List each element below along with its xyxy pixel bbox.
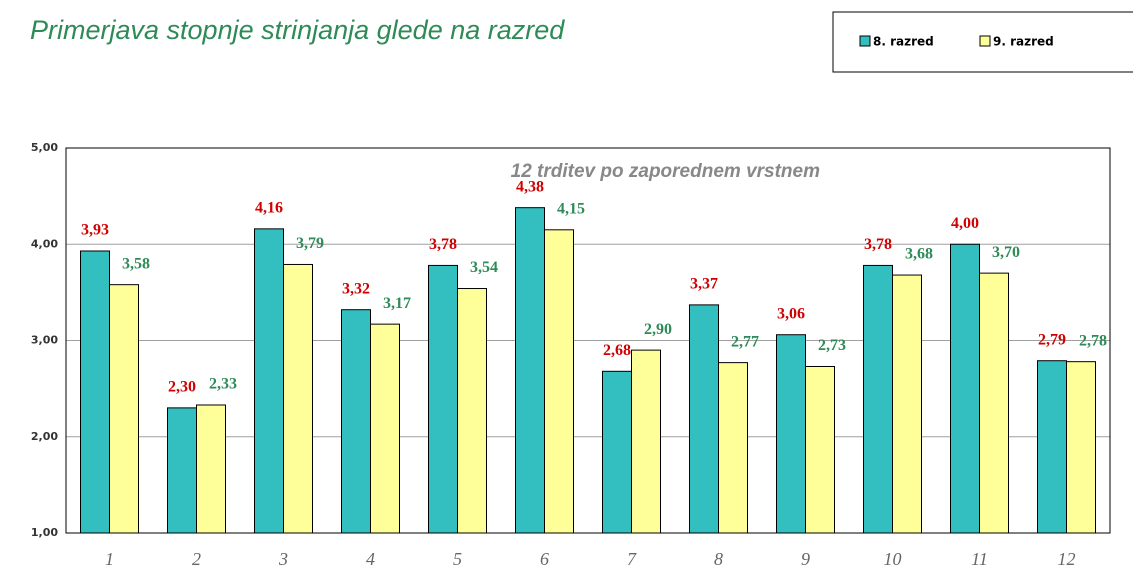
bar (1037, 360, 1067, 534)
y-tick-label: 1,00 (31, 526, 58, 539)
bar (863, 264, 893, 534)
plot-border (65, 147, 1111, 534)
value-label: 3,93 (81, 222, 109, 239)
x-tick-label: 5 (453, 549, 462, 569)
legend-swatch (979, 35, 991, 47)
legend-label: 8. razred (873, 35, 934, 49)
bar (602, 370, 632, 534)
x-tick-label: 4 (366, 549, 375, 569)
y-tick-label: 4,00 (31, 237, 58, 250)
value-label: 2,90 (644, 321, 672, 338)
bar (196, 404, 226, 534)
x-tick-label: 12 (1058, 549, 1076, 569)
x-tick-label: 11 (971, 549, 988, 569)
bar (805, 365, 835, 534)
legend-label: 9. razred (993, 35, 1054, 49)
bar (544, 229, 574, 534)
y-tick-label: 3,00 (31, 334, 58, 347)
value-label: 4,00 (951, 215, 979, 232)
bar (283, 263, 313, 534)
value-label: 2,73 (818, 337, 846, 354)
bar (950, 243, 980, 534)
value-label: 3,32 (342, 280, 370, 297)
value-label: 2,33 (209, 376, 237, 393)
y-tick-label: 2,00 (31, 430, 58, 443)
bar (428, 264, 458, 534)
value-label: 3,68 (905, 246, 933, 263)
bar (167, 407, 197, 534)
value-label: 3,70 (992, 244, 1020, 261)
value-label: 4,15 (557, 200, 585, 217)
x-tick-label: 7 (627, 549, 637, 569)
bar (689, 304, 719, 534)
x-tick-label: 2 (192, 549, 201, 569)
bar (515, 207, 545, 534)
bar (718, 362, 748, 534)
bar (892, 274, 922, 534)
x-tick-label: 3 (278, 549, 288, 569)
y-tick-label: 5,00 (31, 141, 58, 154)
x-tick-label: 8 (714, 549, 723, 569)
value-label: 3,79 (296, 235, 324, 252)
value-label: 3,17 (383, 295, 411, 312)
bar (776, 334, 806, 534)
value-label: 2,78 (1079, 332, 1107, 349)
value-label: 2,68 (603, 342, 631, 359)
bar (1066, 361, 1096, 534)
bar (370, 323, 400, 534)
chart-title: Primerjava stopnje strinjanja glede na r… (30, 15, 565, 45)
value-label: 3,06 (777, 305, 805, 322)
x-tick-label: 9 (801, 549, 810, 569)
x-tick-label: 6 (540, 549, 549, 569)
bar (457, 288, 487, 534)
value-label: 4,38 (516, 178, 544, 195)
x-tick-label: 1 (105, 549, 114, 569)
value-label: 2,79 (1038, 331, 1066, 348)
bar (341, 309, 371, 534)
bar (80, 250, 110, 534)
x-tick-label: 10 (884, 549, 902, 569)
value-label: 2,30 (168, 379, 196, 396)
bar (109, 284, 139, 534)
value-label: 3,78 (429, 236, 457, 253)
bar (979, 272, 1009, 534)
value-label: 4,16 (255, 200, 283, 217)
value-label: 2,77 (731, 333, 759, 350)
annotation: 12 trditev po zaporednem vrstnem (511, 161, 820, 182)
value-label: 3,58 (122, 255, 150, 272)
bar (631, 349, 661, 534)
value-label: 3,37 (690, 276, 718, 293)
value-label: 3,54 (470, 259, 498, 276)
bar (254, 228, 284, 534)
legend-swatch (859, 35, 871, 47)
value-label: 3,78 (864, 236, 892, 253)
